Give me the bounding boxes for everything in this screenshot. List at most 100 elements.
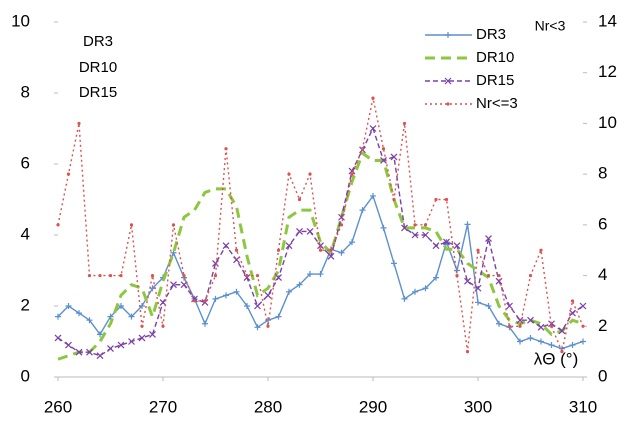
marker — [327, 252, 335, 260]
marker — [138, 334, 146, 342]
y-tick-label: 2 — [21, 295, 30, 314]
marker — [401, 295, 408, 302]
legend-marker — [446, 102, 450, 106]
marker — [339, 223, 344, 227]
y-tick-label: 4 — [21, 224, 30, 243]
marker — [475, 299, 481, 306]
marker — [569, 309, 576, 317]
x-tick-label: 310 — [569, 397, 597, 416]
marker — [86, 317, 93, 324]
marker — [569, 342, 576, 349]
marker — [308, 172, 312, 176]
marker — [170, 281, 177, 289]
marker — [423, 223, 428, 227]
marker — [119, 273, 123, 278]
marker — [380, 224, 387, 231]
marker — [580, 338, 586, 345]
marker — [65, 341, 72, 349]
marker — [233, 288, 240, 295]
y2-tick-label: 14 — [598, 11, 617, 30]
marker — [390, 153, 398, 161]
marker — [234, 248, 239, 252]
marker — [266, 324, 270, 328]
y-tick-label: 8 — [21, 82, 30, 101]
marker — [570, 299, 575, 303]
marker — [392, 197, 396, 202]
marker — [202, 320, 208, 327]
legend-label: DR3 — [476, 26, 506, 43]
marker — [171, 223, 176, 227]
y2-tick-label: 6 — [598, 214, 607, 233]
marker — [296, 281, 303, 288]
marker — [140, 324, 144, 328]
marker — [412, 288, 418, 295]
marker — [287, 172, 291, 176]
marker — [371, 96, 375, 100]
y2-label: Nr<3 — [535, 18, 566, 34]
y-tick-label: 10 — [11, 11, 30, 30]
marker — [318, 248, 323, 252]
marker — [296, 228, 303, 235]
marker — [128, 313, 135, 320]
marker — [329, 248, 333, 252]
legend-label: DR15 — [476, 72, 514, 89]
marker — [97, 331, 103, 338]
y2-tick-label: 0 — [598, 366, 607, 385]
marker — [243, 274, 251, 282]
marker — [317, 242, 324, 250]
annotation: DR10 — [79, 59, 117, 76]
marker — [317, 271, 324, 278]
marker — [496, 320, 502, 327]
marker — [348, 167, 356, 175]
y2-tick-label: 2 — [598, 316, 607, 335]
marker — [150, 273, 155, 278]
marker — [254, 324, 261, 331]
marker — [233, 256, 240, 264]
series-line — [57, 151, 584, 361]
marker — [453, 242, 461, 250]
marker — [66, 172, 71, 176]
legend-label: DR10 — [476, 49, 514, 66]
marker — [474, 284, 482, 292]
marker — [87, 273, 92, 278]
marker — [581, 324, 585, 328]
marker — [75, 348, 83, 356]
x-label: λΘ (°) — [534, 349, 579, 368]
marker — [433, 274, 439, 281]
marker — [264, 291, 272, 299]
marker — [486, 273, 491, 278]
marker — [182, 273, 186, 278]
marker — [285, 242, 293, 250]
marker — [65, 303, 72, 309]
marker — [579, 302, 587, 310]
marker — [56, 223, 60, 227]
marker — [297, 197, 302, 202]
marker — [465, 350, 470, 354]
marker — [507, 324, 512, 328]
marker — [422, 285, 429, 292]
marker — [55, 313, 61, 320]
marker — [161, 324, 165, 328]
marker — [443, 238, 450, 246]
marker — [432, 242, 440, 250]
annotation: DR15 — [79, 84, 117, 101]
marker — [180, 281, 188, 289]
marker — [286, 288, 292, 295]
marker — [265, 317, 271, 324]
marker — [254, 302, 261, 310]
y2-tick-label: 4 — [598, 265, 607, 284]
marker — [223, 292, 229, 299]
marker — [108, 273, 113, 278]
marker — [359, 207, 366, 214]
marker — [212, 259, 219, 267]
marker — [118, 303, 124, 309]
marker — [255, 273, 260, 278]
marker — [192, 299, 197, 303]
marker — [245, 273, 249, 278]
marker — [107, 313, 114, 320]
marker — [128, 338, 135, 345]
marker — [149, 330, 156, 338]
marker — [129, 223, 134, 227]
marker — [117, 341, 125, 349]
series-line — [57, 126, 584, 357]
